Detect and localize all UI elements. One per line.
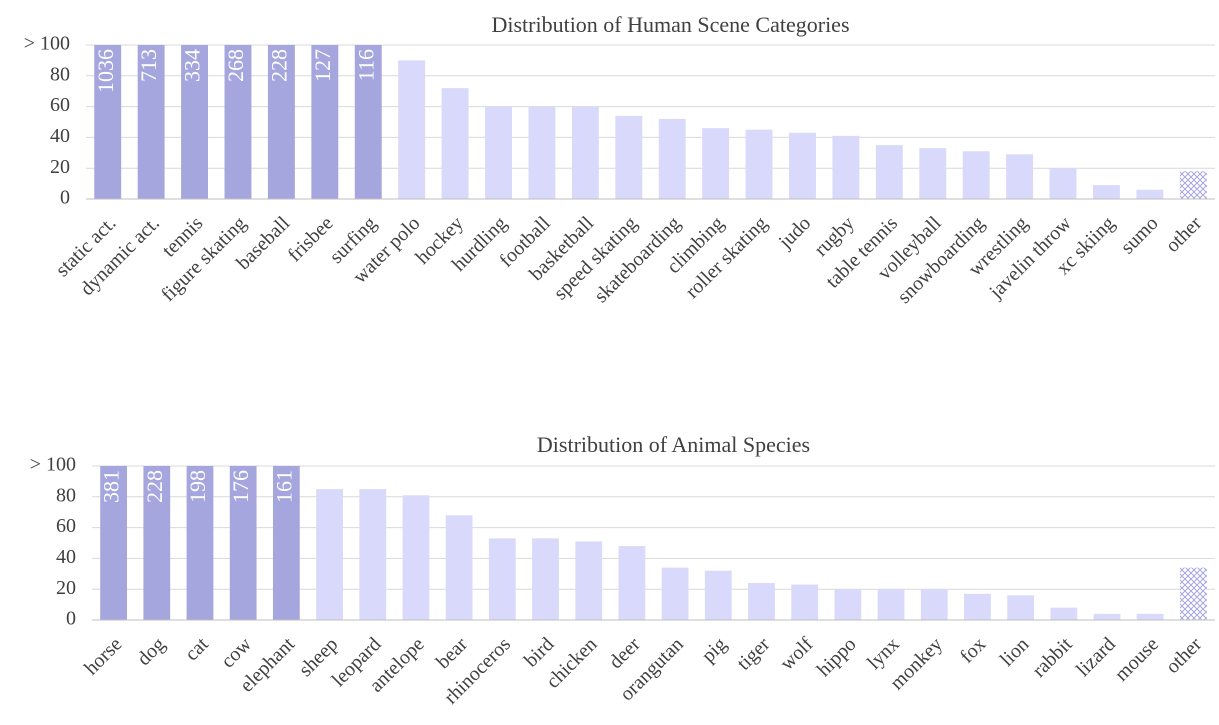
bar <box>186 466 214 620</box>
y-tick-label: > 100 <box>24 33 70 55</box>
bar <box>229 466 257 620</box>
bar <box>920 589 948 620</box>
bar <box>100 466 127 620</box>
value-label: 713 <box>136 49 161 82</box>
y-tick-label: 80 <box>56 484 76 506</box>
bar <box>658 118 686 199</box>
y-tick-label: 80 <box>50 63 70 85</box>
bar <box>834 589 862 620</box>
bar <box>359 489 387 620</box>
x-tick-label: hippo <box>813 633 861 681</box>
y-tick-label: 0 <box>66 608 76 630</box>
bar <box>1092 185 1120 199</box>
y-tick-label: 60 <box>56 515 76 537</box>
bar <box>143 466 171 620</box>
bar <box>704 570 732 620</box>
y-tick-label: > 100 <box>30 454 76 476</box>
value-label: 116 <box>353 49 378 81</box>
y-tick-label: 20 <box>56 577 76 599</box>
bar <box>877 589 905 620</box>
x-tick-label: lizard <box>1072 633 1120 681</box>
bar <box>962 151 990 199</box>
x-tick-label: mouse <box>1111 633 1164 686</box>
bar <box>441 88 469 199</box>
bar <box>832 135 860 199</box>
bar <box>1049 168 1077 199</box>
x-tick-label: wolf <box>776 633 818 675</box>
bar <box>618 546 646 620</box>
value-label: 228 <box>142 470 167 503</box>
chart-title: Distribution of Human Scene Categories <box>491 12 849 37</box>
bar <box>398 60 426 199</box>
bar <box>748 583 775 620</box>
bar <box>1050 607 1078 620</box>
chart-title: Distribution of Animal Species <box>537 432 810 457</box>
value-label: 334 <box>180 49 205 82</box>
bar <box>137 45 165 199</box>
bar <box>789 132 816 199</box>
bar <box>94 45 122 199</box>
bar <box>272 466 300 620</box>
bar <box>267 45 295 199</box>
value-label: 161 <box>271 470 296 503</box>
value-label: 198 <box>185 470 210 503</box>
bar <box>1006 154 1034 199</box>
bar <box>1179 171 1207 199</box>
x-tick-label: other <box>1161 212 1206 257</box>
bar <box>791 584 819 620</box>
x-tick-label: tiger <box>733 633 775 675</box>
bar <box>485 106 512 199</box>
y-tick-label: 20 <box>50 156 70 178</box>
y-tick-label: 0 <box>60 187 70 209</box>
bars <box>100 466 1207 620</box>
bar <box>875 145 903 199</box>
bar <box>488 538 516 620</box>
bar <box>964 593 991 620</box>
bar <box>1093 613 1121 620</box>
bar <box>354 45 382 199</box>
y-tick-label: 40 <box>50 125 70 147</box>
bar <box>1180 567 1207 620</box>
value-label: 268 <box>223 49 248 82</box>
value-label: 176 <box>228 470 253 503</box>
value-label: 1036 <box>93 49 118 93</box>
chart: Distribution of Human Scene Categories 0 2… <box>24 12 1215 308</box>
bar <box>532 538 559 620</box>
bar <box>224 45 252 199</box>
x-tick-label: judo <box>774 212 815 253</box>
bar <box>311 45 339 199</box>
bar <box>528 106 556 199</box>
x-tick-label: other <box>1162 633 1207 678</box>
y-tick-label: 60 <box>50 94 70 116</box>
value-label: 127 <box>310 49 335 82</box>
bar <box>745 129 773 199</box>
bar <box>615 115 643 199</box>
x-tick-label: dog <box>133 633 170 670</box>
bar <box>181 45 209 199</box>
x-tick-label: pig <box>697 633 731 667</box>
bar <box>316 489 343 620</box>
bar <box>919 148 947 199</box>
bar <box>1136 613 1164 620</box>
bar <box>575 541 603 620</box>
bar <box>1136 189 1164 199</box>
x-tick-label: sumo <box>1116 212 1162 258</box>
bar <box>702 128 730 199</box>
x-tick-label: fox <box>956 633 990 667</box>
value-label: 228 <box>266 49 291 82</box>
bar <box>402 495 430 620</box>
bar <box>571 106 599 199</box>
bar <box>661 567 689 620</box>
x-tick-label: rabbit <box>1028 633 1077 682</box>
bar <box>445 515 473 620</box>
bar <box>1007 595 1035 620</box>
y-tick-label: 40 <box>56 546 76 568</box>
x-tick-label: cat <box>181 633 213 665</box>
value-label: 381 <box>99 470 124 503</box>
x-tick-label: horse <box>80 633 126 679</box>
x-tick-label: frisbee <box>284 212 338 266</box>
bars <box>94 45 1207 199</box>
